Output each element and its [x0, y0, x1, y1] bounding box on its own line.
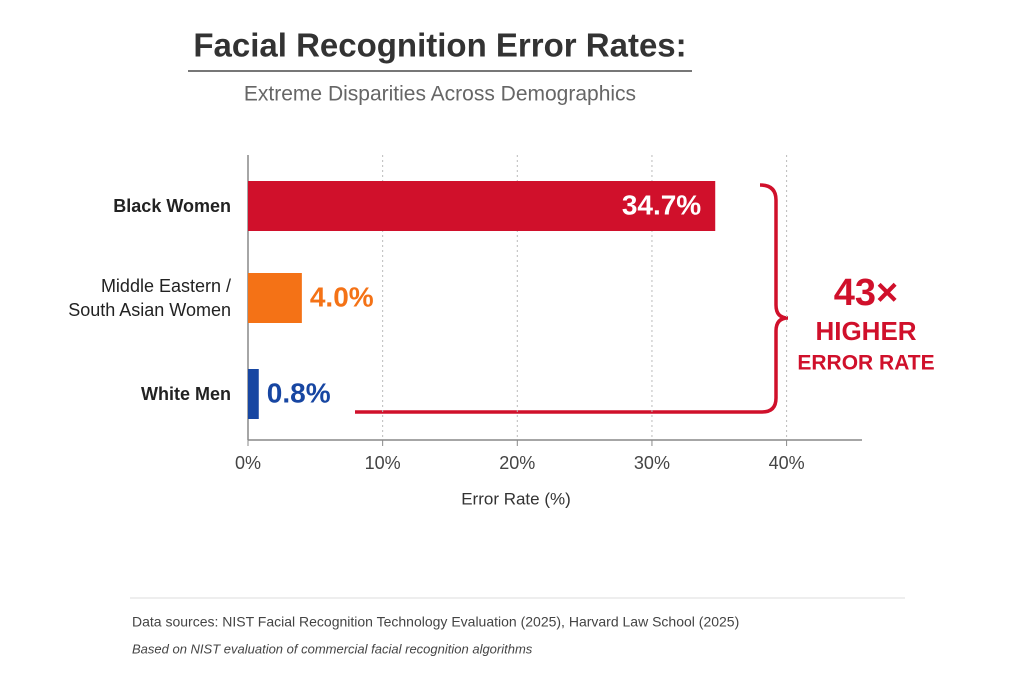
category-label: White Men	[141, 384, 231, 404]
method-note: Based on NIST evaluation of commercial f…	[132, 641, 533, 656]
chart-title: Facial Recognition Error Rates:	[193, 27, 686, 64]
comparison-bracket	[355, 183, 789, 414]
x-tick-label: 40%	[769, 453, 805, 473]
annotation-text: ERROR RATE	[797, 352, 934, 375]
value-label: 34.7%	[622, 189, 701, 220]
annotation-multiplier: 43×	[834, 272, 898, 314]
category-label: Middle Eastern / South Asian Women	[68, 276, 231, 320]
x-axis-label: Error Rate (%)	[461, 489, 571, 508]
bar	[248, 369, 259, 419]
category-label: Black Women	[113, 196, 231, 216]
bar	[248, 273, 302, 323]
chart-subtitle: Extreme Disparities Across Demographics	[244, 83, 636, 106]
source-note: Data sources: NIST Facial Recognition Te…	[132, 614, 739, 630]
value-label: 4.0%	[310, 281, 374, 312]
annotation-text: HIGHER	[815, 316, 916, 346]
x-tick-label: 30%	[634, 453, 670, 473]
x-tick-label: 20%	[499, 453, 535, 473]
bar	[248, 181, 716, 231]
x-tick-label: 0%	[235, 453, 261, 473]
value-label: 0.8%	[267, 377, 331, 408]
x-tick-label: 10%	[365, 453, 401, 473]
